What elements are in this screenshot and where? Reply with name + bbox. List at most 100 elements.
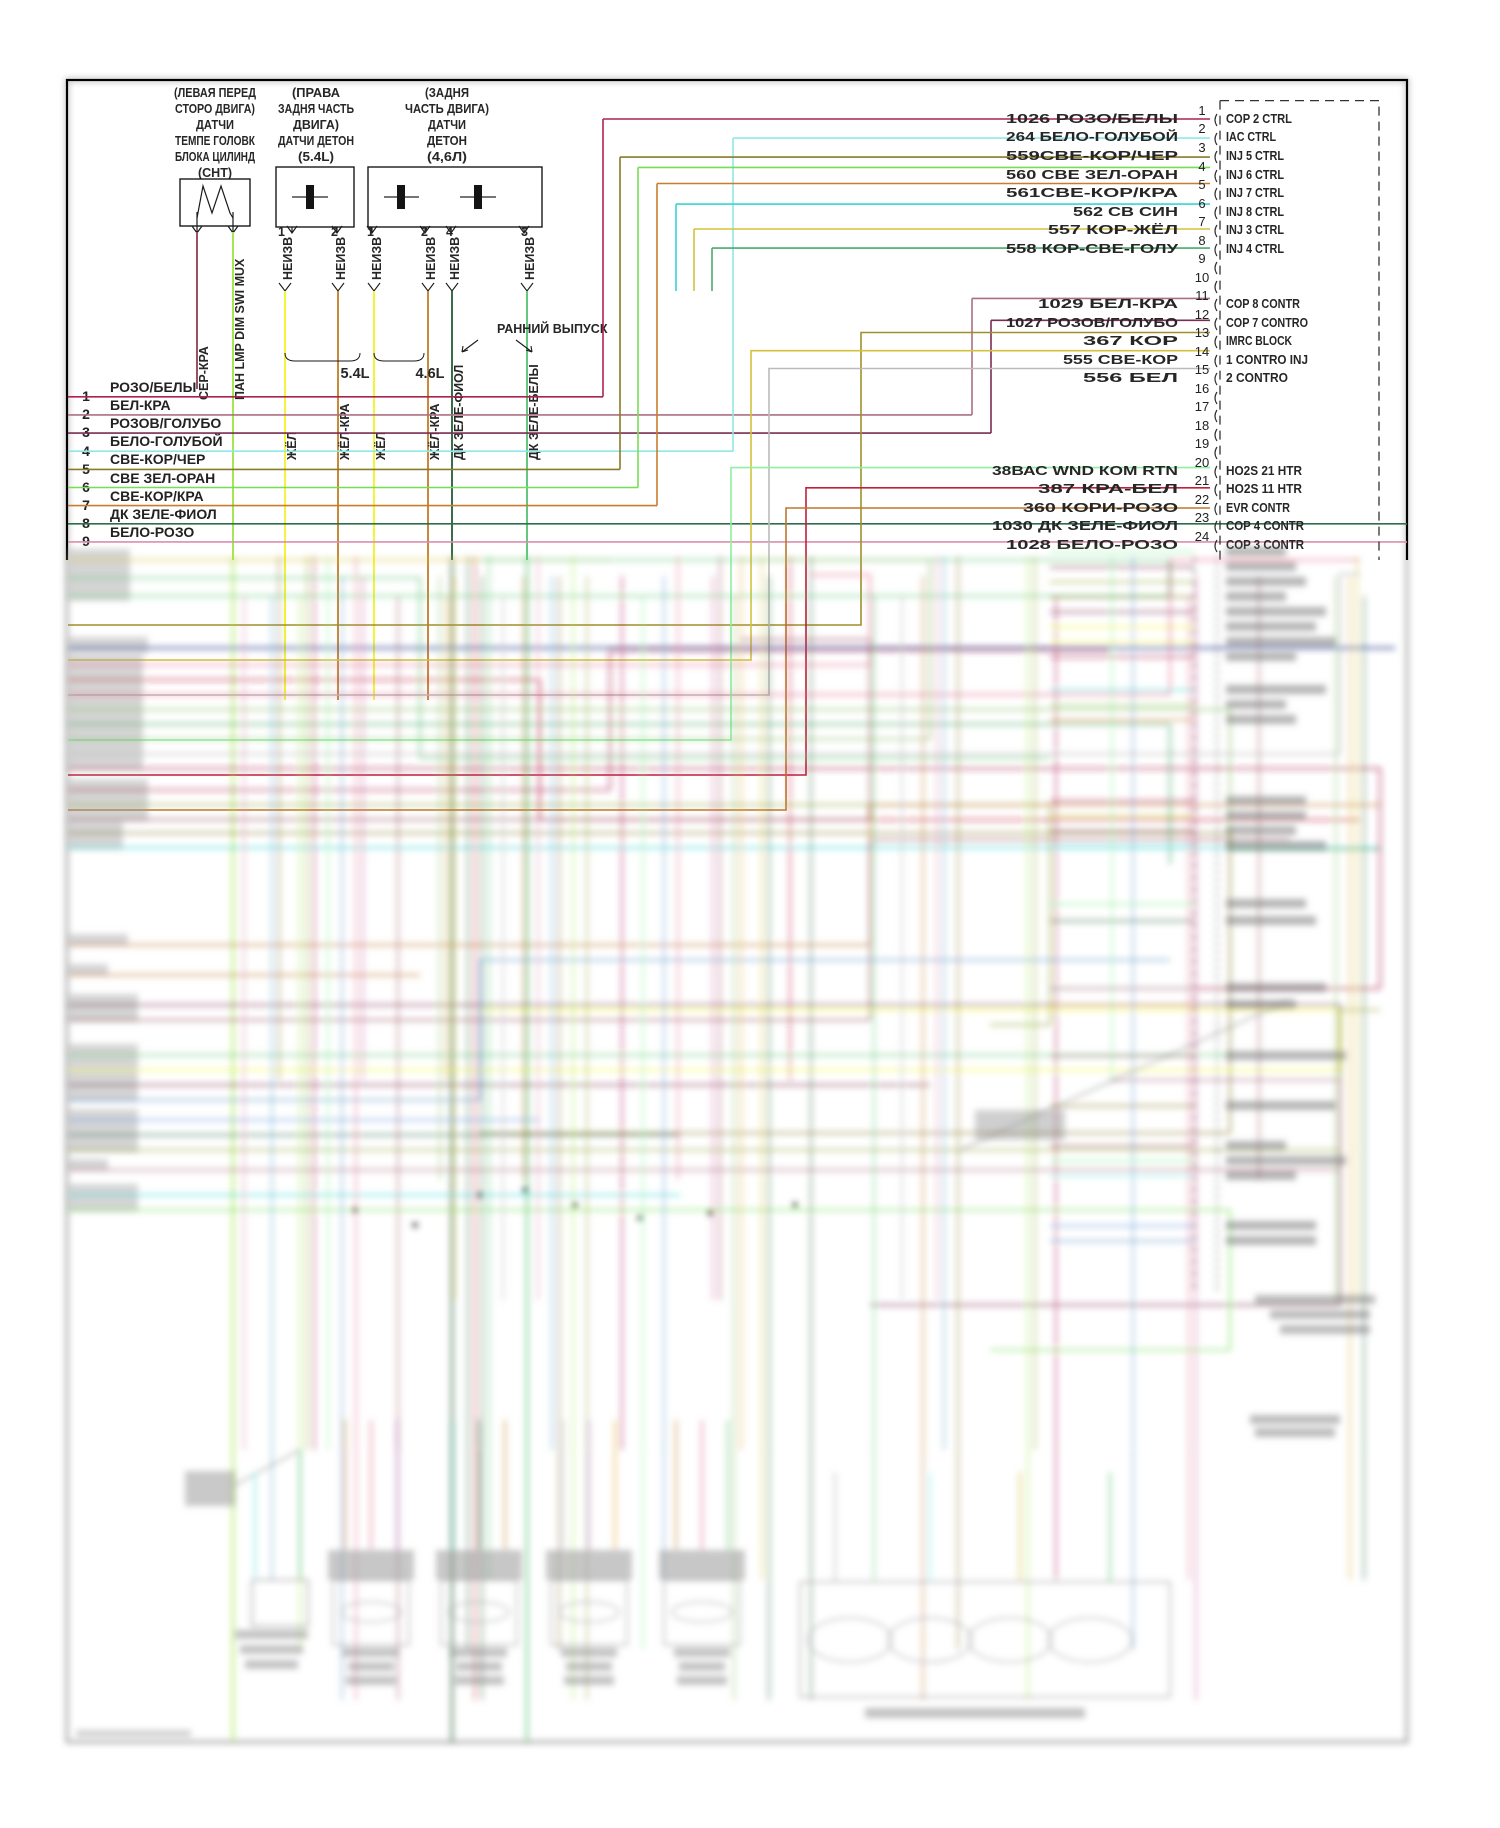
svg-text:15: 15 <box>1195 362 1209 377</box>
svg-text:360 КОРИ-РОЗО: 360 КОРИ-РОЗО <box>1023 500 1178 515</box>
svg-text:21: 21 <box>1195 473 1209 488</box>
svg-text:555 СВЕ-КОР: 555 СВЕ-КОР <box>1063 352 1178 367</box>
svg-text:COP 7 CONTRO: COP 7 CONTRO <box>1226 315 1308 330</box>
svg-text:1 CONTRO INJ: 1 CONTRO INJ <box>1226 352 1308 367</box>
svg-text:1030 ДК ЗЕЛЕ-ФИОЛ: 1030 ДК ЗЕЛЕ-ФИОЛ <box>992 518 1178 533</box>
svg-text:(ЛЕВАЯ ПЕРЕД: (ЛЕВАЯ ПЕРЕД <box>174 85 257 100</box>
svg-text:264 БЕЛО-ГОЛУБОЙ: 264 БЕЛО-ГОЛУБОЙ <box>1006 129 1178 144</box>
svg-text:3: 3 <box>1198 140 1205 155</box>
svg-text:558 КОР-СВЕ-ГОЛУ: 558 КОР-СВЕ-ГОЛУ <box>1006 241 1179 256</box>
svg-text:ДВИГА): ДВИГА) <box>293 117 339 132</box>
svg-text:4: 4 <box>1198 159 1205 174</box>
svg-text:9: 9 <box>82 533 90 549</box>
svg-text:INJ 4 CTRL: INJ 4 CTRL <box>1226 241 1284 256</box>
svg-text:СВЕ ЗЕЛ-ОРАН: СВЕ ЗЕЛ-ОРАН <box>110 470 215 486</box>
svg-text:ДАТЧИ: ДАТЧИ <box>196 117 234 132</box>
svg-text:7: 7 <box>1198 214 1205 229</box>
svg-text:ДАТЧИ: ДАТЧИ <box>428 117 466 132</box>
svg-text:1029 БЕЛ-КРА: 1029 БЕЛ-КРА <box>1038 296 1179 311</box>
svg-text:560 СВЕ ЗЕЛ-ОРАН: 560 СВЕ ЗЕЛ-ОРАН <box>1006 167 1178 182</box>
svg-text:ЖЁЛ-КРА: ЖЁЛ-КРА <box>427 404 442 462</box>
svg-text:COP 4 CONTR: COP 4 CONTR <box>1226 518 1305 533</box>
svg-text:556 БЕЛ: 556 БЕЛ <box>1083 370 1178 385</box>
svg-text:ЗАДНЯ ЧАСТЬ: ЗАДНЯ ЧАСТЬ <box>278 101 354 116</box>
svg-text:5.4L: 5.4L <box>340 366 369 382</box>
svg-text:(ПРАВА: (ПРАВА <box>292 85 341 100</box>
svg-text:INJ 6 CTRL: INJ 6 CTRL <box>1226 167 1284 182</box>
svg-text:ДК ЗЕЛЕ-ФИОЛ: ДК ЗЕЛЕ-ФИОЛ <box>452 365 466 460</box>
svg-text:2: 2 <box>82 406 90 422</box>
svg-text:РОЗОВ/ГОЛУБО: РОЗОВ/ГОЛУБО <box>110 415 221 431</box>
svg-text:1027 РОЗОВ/ГОЛУБО: 1027 РОЗОВ/ГОЛУБО <box>1006 315 1178 330</box>
svg-text:HO2S 11 HTR: HO2S 11 HTR <box>1226 481 1303 496</box>
svg-text:НЕИЗВ: НЕИЗВ <box>424 237 438 280</box>
svg-text:НЕИЗВ: НЕИЗВ <box>281 237 295 280</box>
svg-text:COP 8 CONTR: COP 8 CONTR <box>1226 296 1301 311</box>
svg-text:18: 18 <box>1195 418 1209 433</box>
svg-text:2: 2 <box>1198 121 1205 136</box>
svg-text:HO2S 21 HTR: HO2S 21 HTR <box>1226 463 1303 478</box>
svg-text:562 СВ СИН: 562 СВ СИН <box>1073 204 1178 219</box>
svg-text:INJ 7 CTRL: INJ 7 CTRL <box>1226 185 1284 200</box>
svg-text:561СВЕ-КОР/КРА: 561СВЕ-КОР/КРА <box>1006 185 1179 200</box>
svg-text:557 КОР-ЖЁЛ: 557 КОР-ЖЁЛ <box>1048 222 1178 237</box>
svg-text:INJ 5 CTRL: INJ 5 CTRL <box>1226 148 1284 163</box>
svg-text:10: 10 <box>1195 270 1209 285</box>
svg-text:(СНТ): (СНТ) <box>198 165 232 180</box>
svg-text:НЕИЗВ: НЕИЗВ <box>448 237 462 280</box>
svg-text:НЕИЗВ: НЕИЗВ <box>334 237 348 280</box>
svg-text:БЕЛО-РОЗО: БЕЛО-РОЗО <box>110 524 194 540</box>
svg-text:3: 3 <box>82 424 90 440</box>
svg-text:16: 16 <box>1195 381 1209 396</box>
svg-text:ДЕТОН: ДЕТОН <box>427 133 467 148</box>
svg-text:14: 14 <box>1195 344 1209 359</box>
svg-text:IMRC BLOCK: IMRC BLOCK <box>1226 333 1292 348</box>
svg-text:1026 РОЗО/БЕЛЫ: 1026 РОЗО/БЕЛЫ <box>1006 111 1178 126</box>
svg-text:ДК ЗЕЛЕ-ФИОЛ: ДК ЗЕЛЕ-ФИОЛ <box>110 506 217 522</box>
svg-text:38ВАС WND КОМ RTN: 38ВАС WND КОМ RTN <box>992 463 1178 478</box>
svg-text:БЕЛ-КРА: БЕЛ-КРА <box>110 397 171 413</box>
svg-text:2 CONTRO: 2 CONTRO <box>1226 370 1288 385</box>
svg-text:ДК ЗЕЛЕ-БЕЛЫ: ДК ЗЕЛЕ-БЕЛЫ <box>527 364 541 460</box>
svg-text:1028 БЕЛО-РОЗО: 1028 БЕЛО-РОЗО <box>1006 537 1178 552</box>
svg-text:СВЕ-КОР/ЧЕР: СВЕ-КОР/ЧЕР <box>110 451 205 467</box>
svg-text:БЛОКА ЦИЛИНД: БЛОКА ЦИЛИНД <box>175 149 256 164</box>
svg-text:ТЕМПЕ ГОЛОВК: ТЕМПЕ ГОЛОВК <box>175 133 255 148</box>
svg-text:9: 9 <box>1198 251 1205 266</box>
svg-text:387 КРА-БЕЛ: 387 КРА-БЕЛ <box>1038 481 1178 496</box>
svg-text:(5.4L): (5.4L) <box>298 149 334 164</box>
svg-text:4.6L: 4.6L <box>415 366 444 382</box>
svg-text:РОЗО/БЕЛЫ: РОЗО/БЕЛЫ <box>110 379 196 395</box>
svg-text:22: 22 <box>1195 492 1209 507</box>
svg-text:СЕР-КРА: СЕР-КРА <box>197 346 211 400</box>
svg-text:IAC CTRL: IAC CTRL <box>1226 129 1276 144</box>
svg-text:1: 1 <box>1198 103 1205 118</box>
svg-text:СВЕ-КОР/КРА: СВЕ-КОР/КРА <box>110 488 204 504</box>
svg-text:13: 13 <box>1195 325 1209 340</box>
svg-text:ПАН LMP DIM SWI MUX: ПАН LMP DIM SWI MUX <box>233 258 247 400</box>
svg-text:(ЗАДНЯ: (ЗАДНЯ <box>425 85 469 100</box>
svg-text:5: 5 <box>1198 177 1205 192</box>
svg-text:8: 8 <box>1198 233 1205 248</box>
svg-text:COP 2 CTRL: COP 2 CTRL <box>1226 111 1292 126</box>
svg-text:ЖЁЛ: ЖЁЛ <box>284 432 299 461</box>
svg-text:19: 19 <box>1195 436 1209 451</box>
svg-text:INJ 8 CTRL: INJ 8 CTRL <box>1226 204 1284 219</box>
svg-text:ДАТЧИ ДЕТОН: ДАТЧИ ДЕТОН <box>278 133 354 148</box>
svg-text:24: 24 <box>1195 529 1209 544</box>
svg-text:EVR CONTR: EVR CONTR <box>1226 500 1291 515</box>
svg-text:РАННИЙ ВЫПУСК: РАННИЙ ВЫПУСК <box>497 321 608 336</box>
svg-text:(4,6Л): (4,6Л) <box>427 149 467 164</box>
svg-text:559СВЕ-КОР/ЧЕР: 559СВЕ-КОР/ЧЕР <box>1006 148 1178 163</box>
svg-text:20: 20 <box>1195 455 1209 470</box>
svg-text:ЖЁЛ: ЖЁЛ <box>373 432 388 461</box>
svg-text:11: 11 <box>1195 288 1209 303</box>
svg-text:12: 12 <box>1195 307 1209 322</box>
svg-text:17: 17 <box>1195 399 1209 414</box>
svg-text:СТОРО ДВИГА): СТОРО ДВИГА) <box>175 101 255 116</box>
svg-text:НЕИЗВ: НЕИЗВ <box>370 237 384 280</box>
svg-text:ЖЁЛ-КРА: ЖЁЛ-КРА <box>337 404 352 462</box>
svg-text:23: 23 <box>1195 510 1209 525</box>
svg-text:6: 6 <box>1198 196 1205 211</box>
svg-text:НЕИЗВ: НЕИЗВ <box>523 237 537 280</box>
